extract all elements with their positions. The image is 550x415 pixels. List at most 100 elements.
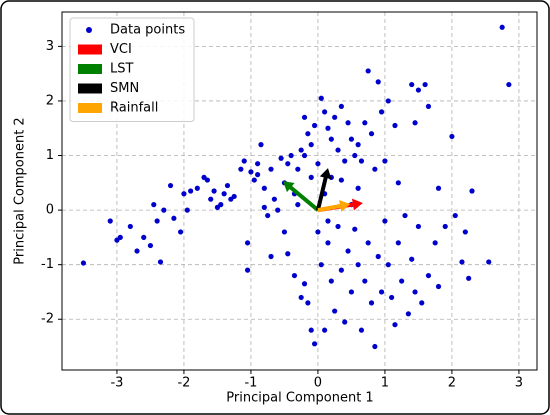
data-point: [194, 185, 200, 191]
data-point: [355, 185, 361, 191]
data-point: [415, 87, 422, 93]
data-point: [218, 202, 224, 208]
data-point: [255, 161, 261, 167]
data-point: [365, 68, 371, 74]
data-point: [395, 180, 401, 186]
data-point: [278, 155, 284, 161]
data-point: [335, 147, 341, 153]
data-point: [231, 193, 237, 200]
data-point: [311, 122, 318, 129]
data-point: [261, 204, 267, 210]
data-point: [345, 120, 351, 126]
y-tick-label: 1: [46, 148, 54, 163]
data-point: [338, 103, 344, 110]
data-point: [425, 272, 432, 279]
data-point: [238, 166, 244, 172]
legend-marker: [78, 64, 102, 74]
data-point: [188, 188, 194, 194]
data-point: [342, 319, 348, 325]
data-point: [291, 272, 298, 279]
x-tick-label: -3: [110, 376, 123, 391]
data-point: [161, 207, 167, 213]
data-point: [298, 294, 304, 301]
data-point: [392, 322, 398, 328]
data-point: [449, 133, 455, 140]
data-point: [127, 223, 133, 230]
data-point: [285, 161, 291, 167]
data-point: [80, 260, 87, 266]
legend-marker: [78, 44, 102, 55]
data-point: [224, 182, 231, 189]
data-point: [107, 218, 113, 224]
data-point: [315, 229, 321, 235]
x-tick-label: 3: [515, 376, 523, 391]
data-point: [332, 114, 338, 120]
data-point: [181, 191, 187, 197]
data-point: [315, 161, 321, 167]
data-point: [362, 278, 368, 284]
data-point: [211, 188, 217, 194]
data-point: [325, 240, 331, 246]
data-point: [295, 202, 301, 208]
data-point: [378, 109, 385, 115]
data-point: [288, 152, 294, 159]
data-point: [134, 248, 140, 254]
data-point: [358, 327, 365, 333]
data-point: [435, 185, 442, 191]
data-point: [295, 166, 301, 172]
data-point: [462, 229, 468, 235]
data-point: [466, 275, 472, 281]
data-point: [332, 308, 338, 314]
data-point: [301, 114, 308, 120]
data-point: [301, 152, 308, 159]
data-point: [499, 24, 505, 30]
y-tick-label: 3: [46, 39, 54, 54]
data-point: [365, 240, 371, 246]
data-point: [469, 188, 475, 194]
data-point: [265, 212, 271, 219]
data-point: [432, 240, 438, 246]
data-point: [348, 136, 355, 142]
data-point: [375, 79, 381, 85]
data-point: [368, 131, 375, 137]
data-point: [167, 182, 174, 189]
data-point: [328, 278, 334, 284]
data-point: [157, 259, 164, 265]
data-point: [322, 109, 328, 115]
data-point: [345, 248, 351, 254]
data-point: [261, 185, 267, 191]
data-point: [325, 125, 331, 131]
data-point: [412, 120, 418, 126]
data-point: [171, 215, 177, 221]
legend-label: LST: [110, 62, 133, 77]
data-point: [395, 240, 401, 246]
data-point: [368, 300, 375, 306]
data-point: [308, 327, 314, 333]
loading-arrow: [283, 181, 320, 212]
data-point: [392, 122, 398, 129]
data-point: [308, 174, 314, 180]
data-point: [338, 177, 344, 183]
data-point: [141, 234, 147, 240]
data-point: [362, 120, 368, 126]
data-point: [308, 142, 314, 148]
y-axis-label: Principal Component 2: [13, 117, 28, 264]
data-point: [305, 131, 311, 137]
data-point: [318, 95, 324, 101]
data-point: [244, 267, 251, 273]
data-point: [305, 300, 311, 306]
x-tick-label: 2: [448, 376, 456, 391]
x-axis-label: Principal Component 1: [226, 391, 373, 406]
data-point: [506, 81, 512, 88]
legend-marker: [78, 103, 102, 113]
data-point: [117, 234, 123, 240]
data-point: [301, 281, 308, 287]
data-point: [358, 158, 365, 164]
x-tick-label: -2: [177, 376, 190, 391]
data-point: [325, 218, 331, 224]
data-point: [382, 158, 388, 164]
data-point: [258, 142, 264, 148]
data-point: [275, 207, 281, 213]
data-point: [208, 196, 214, 202]
data-point: [435, 283, 442, 290]
